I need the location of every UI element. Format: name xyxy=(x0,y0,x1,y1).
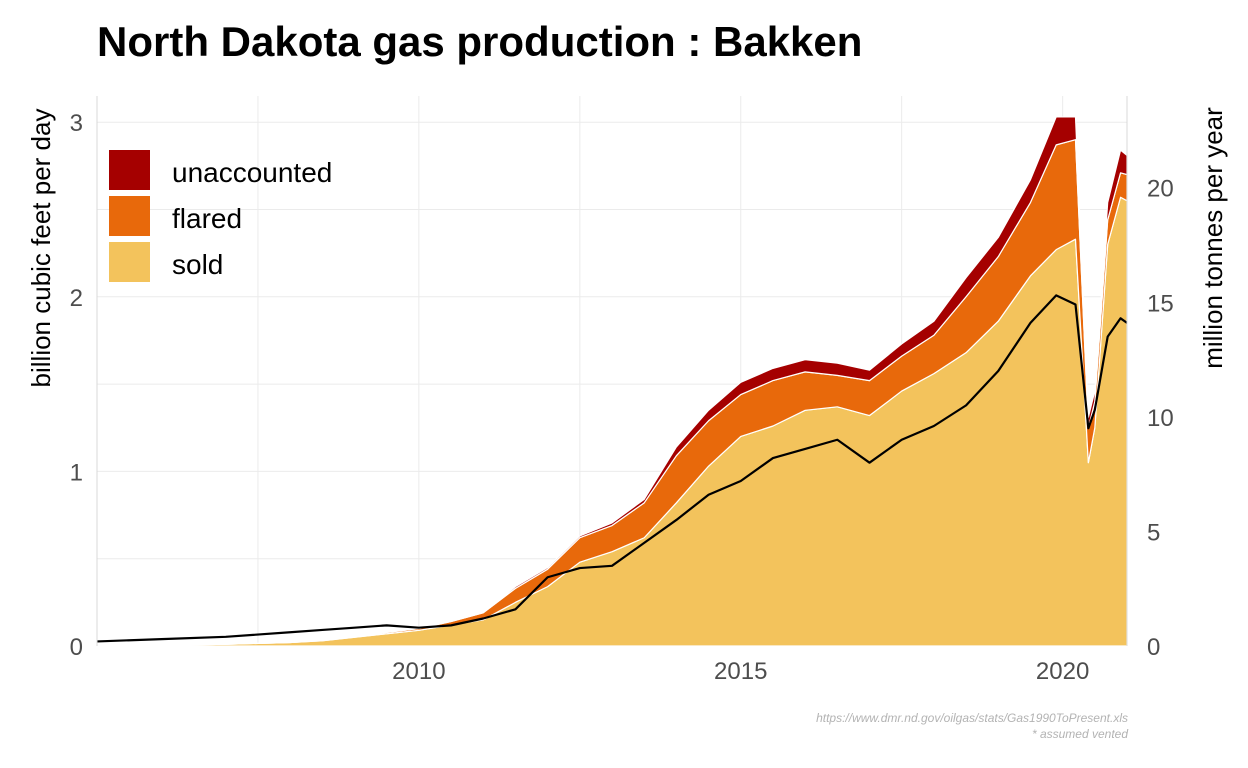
area-sold xyxy=(96,196,1128,647)
x-tick-label: 2020 xyxy=(1036,658,1089,685)
y-axis-title: billion cubic feet per day xyxy=(26,109,56,388)
emissions-line xyxy=(96,294,1128,643)
legend-label-unaccounted: unaccounted xyxy=(172,157,332,188)
x-tick-label: 2010 xyxy=(392,658,445,685)
legend-label-sold: sold xyxy=(172,249,223,280)
legend-swatch-sold xyxy=(109,242,150,282)
y2-tick-label: 15 xyxy=(1147,290,1174,317)
source-caption: https://www.dmr.nd.gov/oilgas/stats/Gas1… xyxy=(816,711,1128,725)
y-tick-label: 2 xyxy=(70,285,83,312)
y2-tick-label: 0 xyxy=(1147,634,1160,661)
y2-tick-label: 5 xyxy=(1147,519,1160,546)
axes: 0 1 2 3 0 5 10 15 20 2010 2015 2020 xyxy=(70,96,1174,685)
y-tick-label: 3 xyxy=(70,110,83,137)
y-tick-label: 1 xyxy=(70,459,83,486)
y2-tick-label: 20 xyxy=(1147,176,1174,203)
line-series xyxy=(96,294,1128,643)
legend-label-flared: flared xyxy=(172,203,242,234)
x-tick-label: 2015 xyxy=(714,658,767,685)
y-tick-label: 0 xyxy=(70,634,83,661)
chart-title: North Dakota gas production : Bakken xyxy=(97,18,863,65)
note-caption: * assumed vented xyxy=(1031,727,1128,741)
legend: unaccounted flared sold xyxy=(109,150,332,282)
y2-axis-title: million tonnes per year xyxy=(1198,107,1228,369)
y2-tick-label: 10 xyxy=(1147,405,1174,432)
legend-swatch-unaccounted xyxy=(109,150,150,190)
legend-swatch-flared xyxy=(109,196,150,236)
